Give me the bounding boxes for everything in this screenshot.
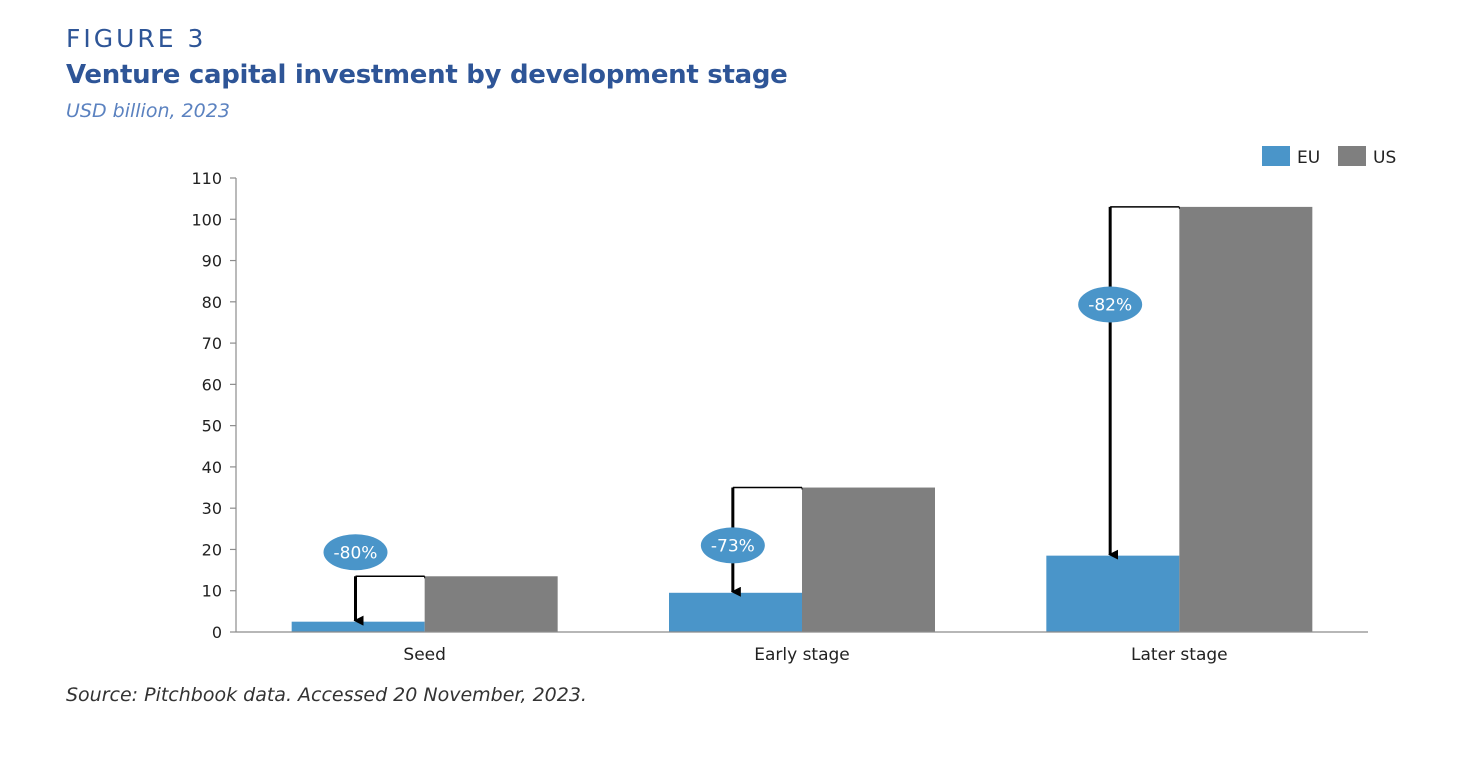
y-tick-label: 100 <box>191 210 222 229</box>
chart-subtitle: USD billion, 2023 <box>66 100 230 122</box>
gap-badge: -73% <box>700 527 765 564</box>
y-tick-label: 0 <box>212 623 222 642</box>
x-tick-label: Later stage <box>1131 645 1228 665</box>
y-tick-label: 80 <box>202 293 222 312</box>
gap-badge: -80% <box>323 534 388 571</box>
y-tick-label: 90 <box>202 252 222 271</box>
y-tick-label: 70 <box>202 334 222 353</box>
figure-label: FIGURE 3 <box>66 24 207 53</box>
y-tick-label: 30 <box>202 499 222 518</box>
x-tick-label: Early stage <box>754 645 850 665</box>
chart-title: Venture capital investment by developmen… <box>66 60 788 90</box>
bar-eu-early-stage <box>669 592 802 632</box>
gap-badge: -82% <box>1078 286 1143 323</box>
gap-badge-label: -82% <box>1088 296 1132 316</box>
legend-swatch-eu <box>1262 146 1290 166</box>
gap-badge-shape <box>700 527 765 564</box>
y-tick-label: 110 <box>191 169 222 188</box>
source-note: Source: Pitchbook data. Accessed 20 Nove… <box>66 684 587 706</box>
gap-badge-label: -80% <box>334 543 378 563</box>
legend-label-eu: EU <box>1297 148 1320 168</box>
bar-us-seed <box>424 576 558 632</box>
bar-eu-seed <box>291 621 425 632</box>
x-tick-label: Seed <box>403 645 446 665</box>
bar-us-early-stage <box>802 487 935 632</box>
y-tick-label: 40 <box>202 458 222 477</box>
y-tick-label: 20 <box>202 540 222 559</box>
bar-us-later-stage <box>1179 206 1313 632</box>
gap-badge-label: -73% <box>711 536 755 556</box>
y-tick-label: 60 <box>202 375 222 394</box>
y-tick-label: 10 <box>202 582 222 601</box>
legend-swatch-us <box>1338 146 1366 166</box>
gap-badge-shape <box>1078 286 1143 323</box>
gap-badge-shape <box>323 534 388 571</box>
legend-label-us: US <box>1373 148 1396 168</box>
y-tick-label: 50 <box>202 417 222 436</box>
bar-eu-later-stage <box>1046 555 1180 632</box>
